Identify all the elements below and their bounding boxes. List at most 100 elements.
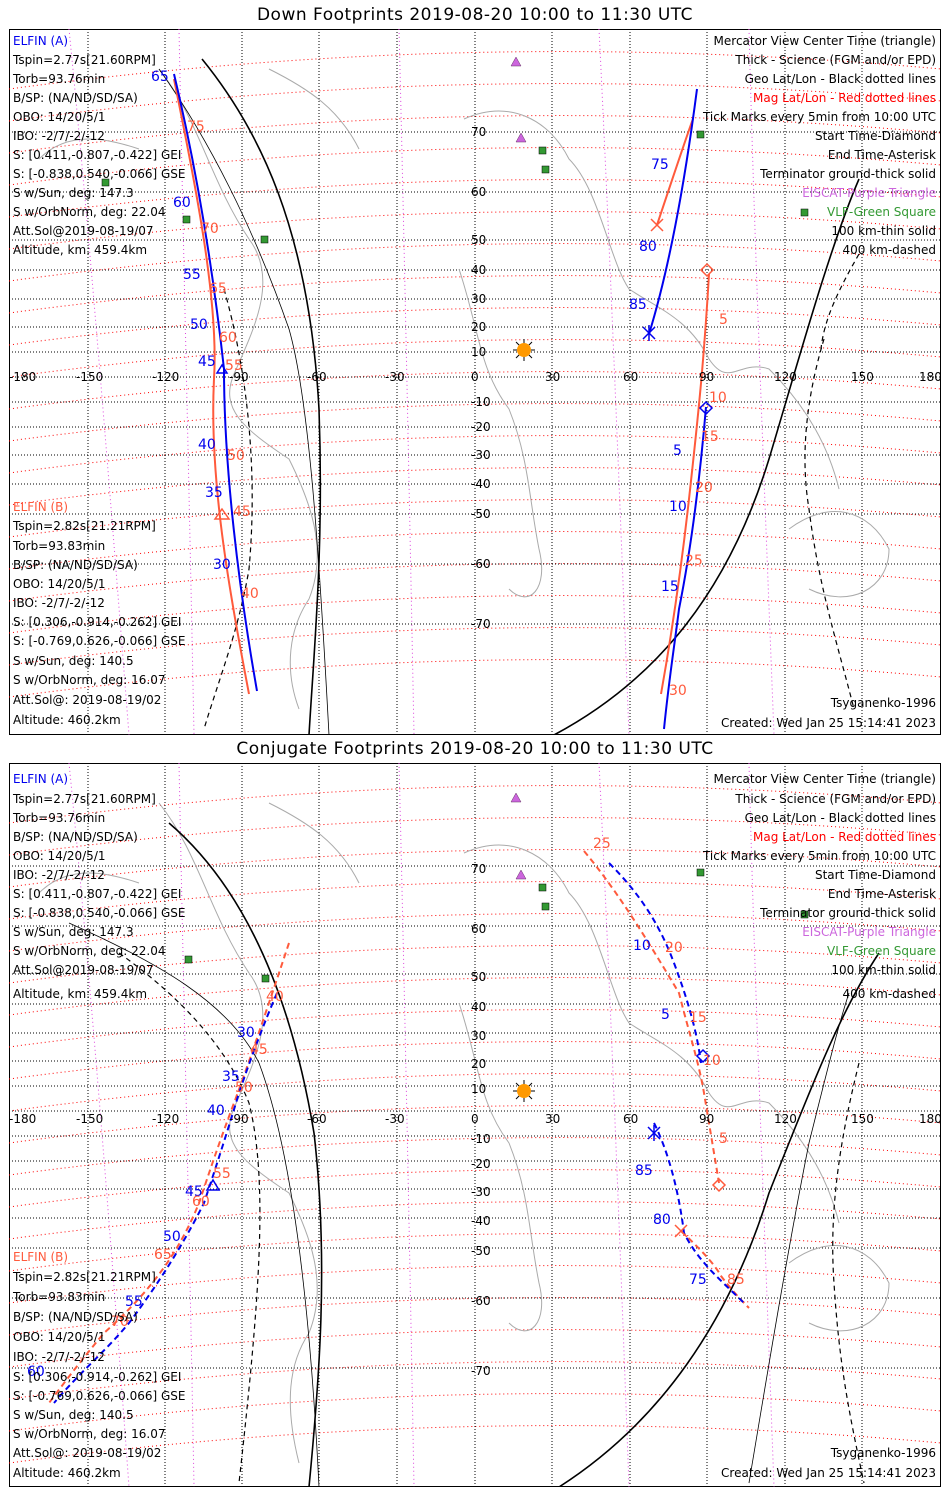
sun-icon <box>513 1080 535 1102</box>
svg-text:55: 55 <box>125 1294 143 1310</box>
start-diamond <box>699 262 715 278</box>
svg-text:40: 40 <box>471 263 486 277</box>
svg-text:IBO: -2/7/-2/-12: IBO: -2/7/-2/-12 <box>13 868 105 882</box>
svg-text:Tick Marks every 5min from 10:: Tick Marks every 5min from 10:00 UTC <box>702 849 936 863</box>
geo-grid <box>9 29 941 735</box>
mag-lon-grid <box>68 29 775 735</box>
svg-text:ELFIN (B): ELFIN (B) <box>13 1250 68 1264</box>
svg-text:60: 60 <box>219 330 237 346</box>
lon-labels: -180 -150 -120 -90 -60 -30 0 30 60 90 120 150 … <box>9 1112 941 1126</box>
svg-text:Terminator ground-thick solid: Terminator ground-thick solid <box>759 167 936 181</box>
svg-text:-10: -10 <box>471 395 491 409</box>
svg-text:100 km-thin solid: 100 km-thin solid <box>831 224 936 238</box>
svg-text:50: 50 <box>235 1080 253 1096</box>
svg-text:-40: -40 <box>471 1214 491 1228</box>
svg-text:20: 20 <box>665 940 683 956</box>
legend: Mercator View Center Time (triangle) Thic… <box>702 34 936 730</box>
svg-text:65: 65 <box>209 281 227 297</box>
elfin-b-info: ELFIN (B) Tspin=2.82s[21.21RPM] Torb=93.8… <box>12 500 186 727</box>
svg-text:-50: -50 <box>471 507 491 521</box>
svg-text:Att.Sol@2019-08-19/07: Att.Sol@2019-08-19/07 <box>13 963 154 977</box>
svg-text:-150: -150 <box>76 370 103 384</box>
svg-text:40: 40 <box>198 437 216 453</box>
vlf-squares <box>184 868 809 983</box>
svg-text:20: 20 <box>471 1057 486 1071</box>
svg-text:90: 90 <box>699 1112 714 1126</box>
elfin-a-info: ELFIN (A) Tspin=2.77s[21.60RPM] Torb=93.7… <box>12 772 186 1001</box>
svg-text:50: 50 <box>227 448 245 464</box>
svg-text:-20: -20 <box>471 420 491 434</box>
svg-text:10: 10 <box>471 345 486 359</box>
svg-text:-120: -120 <box>152 370 179 384</box>
svg-text:5: 5 <box>673 443 682 459</box>
start-diamond <box>698 400 714 416</box>
terminator <box>68 822 880 1487</box>
svg-text:20: 20 <box>695 480 713 496</box>
svg-text:60: 60 <box>27 1364 45 1380</box>
svg-text:VLF-Green Square: VLF-Green Square <box>827 205 936 219</box>
svg-text:60: 60 <box>623 370 638 384</box>
lat-labels: 70 60 50 40 30 20 10 -10 -20 -30 -40 -50 -60 -7… <box>471 125 491 631</box>
track-markers <box>213 218 715 520</box>
svg-text:-50: -50 <box>471 1244 491 1258</box>
svg-text:End Time-Asterisk: End Time-Asterisk <box>828 148 936 162</box>
svg-text:S w/OrbNorm, deg: 16.07: S w/OrbNorm, deg: 16.07 <box>13 673 165 687</box>
svg-text:50: 50 <box>471 233 486 247</box>
svg-text:0: 0 <box>471 1112 479 1126</box>
svg-text:S: [-0.769,0.626,-0.066] GSE: S: [-0.769,0.626,-0.066] GSE <box>13 1389 186 1403</box>
svg-text:Tick Marks every 5min from 10:: Tick Marks every 5min from 10:00 UTC <box>702 110 936 124</box>
end-asterisk <box>650 218 664 232</box>
start-diamond <box>695 1048 711 1064</box>
elfin-b-info: ELFIN (B) Tspin=2.82s[21.21RPM] Torb=93.8… <box>12 1250 186 1480</box>
svg-text:S: [0.306,-0.914,-0.262] GEI: S: [0.306,-0.914,-0.262] GEI <box>13 615 181 629</box>
svg-text:IBO: -2/7/-2/-12: IBO: -2/7/-2/-12 <box>13 1350 105 1364</box>
svg-text:-90: -90 <box>229 370 249 384</box>
svg-text:40: 40 <box>471 1000 486 1014</box>
svg-text:35: 35 <box>205 485 223 501</box>
model-label: Tsyganenko-1996 <box>830 696 936 710</box>
svg-text:45: 45 <box>250 1042 268 1058</box>
svg-text:30: 30 <box>545 370 560 384</box>
svg-text:-180: -180 <box>9 1112 36 1126</box>
svg-text:Mag Lat/Lon - Red dotted lines: Mag Lat/Lon - Red dotted lines <box>753 91 936 105</box>
svg-text:90: 90 <box>699 370 714 384</box>
eiscat-triangles <box>510 56 527 143</box>
svg-text:40: 40 <box>207 1103 225 1119</box>
svg-text:IBO: -2/7/-2/-12: IBO: -2/7/-2/-12 <box>13 596 105 610</box>
geo-grid <box>9 763 941 1487</box>
center-triangle <box>215 363 229 374</box>
elfin-b-tracks <box>48 850 750 1404</box>
svg-text:400 km-dashed: 400 km-dashed <box>842 987 936 1001</box>
svg-text:25: 25 <box>685 553 703 569</box>
vlf-squares <box>101 130 809 244</box>
model-label: Tsyganenko-1996 <box>830 1446 936 1460</box>
svg-text:S w/Sun, deg: 147.3: S w/Sun, deg: 147.3 <box>13 186 134 200</box>
end-asterisk <box>647 1125 661 1141</box>
svg-text:End Time-Asterisk: End Time-Asterisk <box>828 887 936 901</box>
svg-text:65: 65 <box>154 1247 172 1263</box>
svg-text:-90: -90 <box>229 1112 249 1126</box>
svg-text:85: 85 <box>635 1163 653 1179</box>
svg-text:5: 5 <box>661 1007 670 1023</box>
sun-icon <box>513 339 535 361</box>
svg-text:50: 50 <box>163 1229 181 1245</box>
svg-text:B/SP: (NA/ND/SD/SA): B/SP: (NA/ND/SD/SA) <box>13 558 138 572</box>
svg-text:45: 45 <box>198 354 216 370</box>
svg-text:Thick - Science (FGM and/or EP: Thick - Science (FGM and/or EPD) <box>734 53 936 67</box>
svg-text:10: 10 <box>703 1053 721 1069</box>
svg-text:S: [-0.838,0.540,-0.066] GSE: S: [-0.838,0.540,-0.066] GSE <box>13 906 186 920</box>
svg-text:45: 45 <box>185 1184 203 1200</box>
svg-text:-30: -30 <box>471 448 491 462</box>
svg-text:-30: -30 <box>385 370 405 384</box>
svg-text:Att.Sol@: 2019-08-19/02: Att.Sol@: 2019-08-19/02 <box>13 1446 161 1460</box>
svg-text:Geo Lat/Lon - Black dotted lin: Geo Lat/Lon - Black dotted lines <box>745 811 936 825</box>
svg-text:S: [0.306,-0.914,-0.262] GEI: S: [0.306,-0.914,-0.262] GEI <box>13 1370 181 1384</box>
svg-text:55: 55 <box>213 1166 231 1182</box>
svg-text:30: 30 <box>237 1025 255 1041</box>
track-labels-a: 65 60 55 50 45 40 35 30 75 80 85 5 10 15 <box>151 69 687 595</box>
end-asterisk <box>674 1224 688 1238</box>
svg-text:55: 55 <box>225 358 243 374</box>
svg-text:80: 80 <box>653 1212 671 1228</box>
terminator <box>158 58 860 735</box>
